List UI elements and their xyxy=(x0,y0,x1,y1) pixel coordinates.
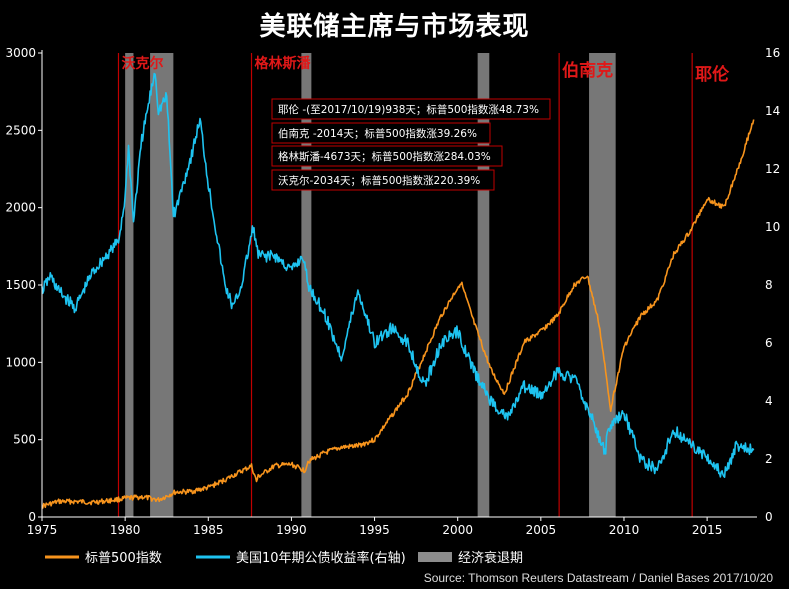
y-right-tick-label: 4 xyxy=(765,394,773,408)
x-tick-label: 2005 xyxy=(526,523,557,537)
annotation-frame xyxy=(271,145,503,167)
y-left-tick-label: 3000 xyxy=(5,46,36,60)
annotation-text: 沃克尔-2034天；标普500指数涨220.39% xyxy=(278,174,480,187)
chair-label: 耶伦 xyxy=(695,64,730,85)
x-tick-label: 1975 xyxy=(27,523,58,537)
recession-band xyxy=(150,53,174,517)
y-left-tick-label: 2000 xyxy=(5,201,36,215)
annotation-box: 伯南克 -2014天；标普500指数涨39.26% xyxy=(271,122,491,144)
x-tick-label: 2010 xyxy=(609,523,640,537)
x-tick-label: 1995 xyxy=(359,523,390,537)
annotation-frame xyxy=(271,169,495,191)
legend-label: 经济衰退期 xyxy=(458,550,523,566)
legend-label: 美国10年期公债收益率(右轴) xyxy=(236,550,406,566)
legend-label: 标普500指数 xyxy=(85,551,162,566)
y-right-tick-label: 0 xyxy=(765,510,773,524)
y-left-tick-label: 500 xyxy=(13,433,36,447)
legend-swatch xyxy=(418,552,452,562)
y-right-tick-label: 6 xyxy=(765,336,773,350)
y-left-tick-label: 2500 xyxy=(5,123,36,137)
y-right-tick-label: 12 xyxy=(765,162,780,176)
y-right-tick-label: 10 xyxy=(765,220,780,234)
recession-band xyxy=(477,53,490,517)
y-right-tick-label: 16 xyxy=(765,46,780,60)
recession-band xyxy=(125,53,134,517)
y-right-tick-label: 2 xyxy=(765,452,773,466)
annotation-text: 格林斯潘-4673天；标普500指数涨284.03% xyxy=(278,150,491,163)
annotation-text: 耶伦 -(至2017/10/19)938天；标普500指数涨48.73% xyxy=(278,103,539,116)
y-left-tick-label: 1500 xyxy=(5,278,36,292)
sp500-line xyxy=(41,119,755,509)
y-left-tick-label: 1000 xyxy=(5,355,36,369)
annotation-box: 格林斯潘-4673天；标普500指数涨284.03% xyxy=(271,145,503,167)
y-right-tick-label: 8 xyxy=(765,278,773,292)
annotation-text: 伯南克 -2014天；标普500指数涨39.26% xyxy=(278,127,477,140)
x-tick-label: 1985 xyxy=(193,523,224,537)
y-right-tick-label: 14 xyxy=(765,104,780,118)
yield-line xyxy=(41,72,755,479)
recession-band xyxy=(589,53,616,517)
x-tick-label: 2015 xyxy=(692,523,723,537)
chart-title: 美联储主席与市场表现 xyxy=(259,12,530,42)
annotation-frame xyxy=(271,98,551,120)
recession-band xyxy=(301,53,312,517)
legend-item: 经济衰退期 xyxy=(418,550,523,566)
x-tick-label: 1990 xyxy=(276,523,307,537)
annotation-box: 沃克尔-2034天；标普500指数涨220.39% xyxy=(271,169,495,191)
legend-item: 标普500指数 xyxy=(45,551,162,566)
annotation-frame xyxy=(271,122,491,144)
x-tick-label: 2000 xyxy=(442,523,473,537)
annotation-box: 耶伦 -(至2017/10/19)938天；标普500指数涨48.73% xyxy=(271,98,551,120)
x-tick-label: 1980 xyxy=(110,523,141,537)
chair-label: 伯南克 xyxy=(562,60,613,81)
y-left-tick-label: 0 xyxy=(28,510,36,524)
source-note: Source: Thomson Reuters Datastream / Dan… xyxy=(423,571,773,585)
chair-label: 沃克尔 xyxy=(121,55,163,72)
chair-label: 格林斯潘 xyxy=(255,55,312,72)
legend-item: 美国10年期公债收益率(右轴) xyxy=(196,550,406,566)
